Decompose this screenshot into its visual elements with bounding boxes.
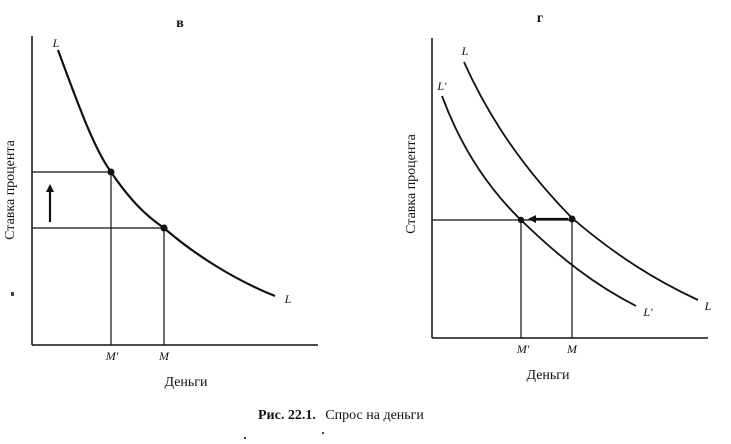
panel-g-curve-L-prime-label-top: L' — [436, 79, 447, 93]
panel-v-title: в — [176, 16, 184, 31]
panel-v-point-lower — [160, 224, 168, 232]
panel-v-y-axis-label: Ставка процента — [3, 139, 18, 240]
panel-g-demand-curve-L-prime — [441, 95, 637, 307]
panel-v-x-axis-label: Деньги — [164, 375, 208, 390]
panel-v-curve-label-top: L — [52, 36, 60, 50]
panel-v: в L L M' M Деньги Ставка процента — [3, 16, 318, 390]
panel-g-curve-L-label-top: L — [461, 44, 469, 58]
scan-speck-bottom — [244, 437, 246, 439]
panel-g-curve-L-prime-label-bottom: L' — [642, 305, 653, 319]
panel-g-tick-m-prime: M' — [516, 342, 530, 356]
panel-g-title: г — [537, 11, 543, 26]
panel-g: г L L' L L' M' M Деньги Ставка процента — [404, 11, 712, 383]
panel-g-demand-curve-L — [463, 61, 699, 301]
panel-v-tick-m: M — [158, 349, 170, 363]
panel-v-point-upper — [107, 168, 115, 176]
panel-v-tick-m-prime: M' — [105, 349, 119, 363]
panel-v-curve-label-bottom: L — [284, 292, 292, 306]
figure-caption: Рис. 22.1. Спрос на деньги — [258, 408, 424, 423]
caption-line: Рис. 22.1. Спрос на деньги — [258, 408, 424, 423]
panel-g-x-axis-label: Деньги — [526, 368, 570, 383]
caption-prefix: Рис. 22.1. — [258, 408, 316, 423]
panel-g-curve-L-label-bottom: L — [704, 299, 712, 313]
panel-g-point-on-L-prime — [517, 216, 525, 224]
caption-text: Спрос на деньги — [325, 408, 424, 423]
panel-g-y-axis-label: Ставка процента — [404, 133, 419, 234]
panel-v-demand-curve-L — [56, 49, 276, 298]
panel-g-point-on-L — [568, 215, 576, 223]
panel-v-scan-speck — [11, 292, 14, 296]
panel-g-tick-m: M — [566, 342, 578, 356]
scan-speck-bottom-2 — [322, 432, 324, 434]
